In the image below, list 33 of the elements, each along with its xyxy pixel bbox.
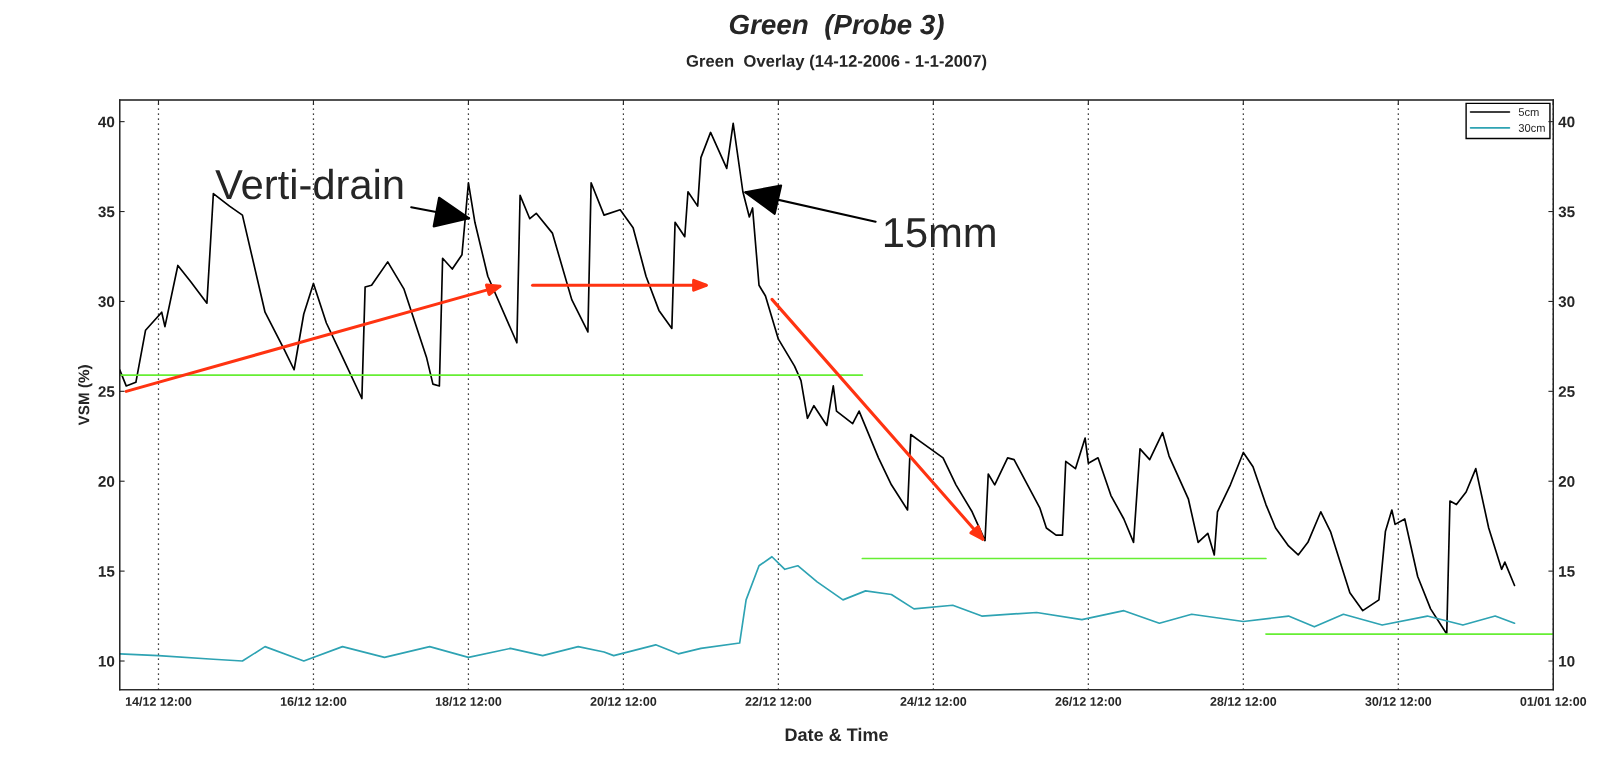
y2-tick-label: 15	[1559, 566, 1575, 577]
y2-tick-label: 25	[1558, 386, 1575, 398]
legend-label: 30cm	[1518, 124, 1545, 132]
chart-subtitle: Green Overlay (14-12-2006 - 1-1-2007)	[686, 54, 987, 71]
y2-tick-label: 20	[1558, 476, 1575, 487]
x-tick-label: 18/12 12:00	[435, 696, 502, 707]
y2-tick-label: 40	[1558, 116, 1575, 128]
x-tick-label: 01/01 12:00	[1520, 696, 1587, 707]
y-tick-label: 40	[98, 116, 115, 128]
x-tick-label: 28/12 12:00	[1210, 696, 1277, 707]
x-tick-label: 14/12 12:00	[125, 696, 192, 707]
legend-label: 5cm	[1518, 108, 1539, 116]
annotation: 15mm	[884, 218, 995, 248]
chart-title: Green (Probe 3)	[729, 13, 944, 40]
y-tick-label: 35	[98, 206, 115, 218]
y-tick-label: 20	[98, 476, 115, 487]
line-series	[119, 555, 1516, 662]
y-axis-title: VSM (%)	[78, 365, 93, 426]
x-tick-label: 26/12 12:00	[1055, 696, 1122, 707]
x-tick-label: 22/12 12:00	[745, 696, 812, 707]
y-tick-label: 30	[98, 296, 115, 308]
y2-tick-label: 30	[1558, 296, 1575, 308]
x-tick-label: 20/12 12:00	[590, 696, 657, 707]
y-tick-label: 10	[98, 655, 115, 667]
y-tick-label: 25	[98, 386, 115, 398]
y-tick-label: 15	[98, 566, 115, 577]
y2-tick-label: 35	[1558, 206, 1575, 218]
x-tick-label: 30/12 12:00	[1365, 696, 1432, 707]
y2-tick-label: 10	[1559, 655, 1575, 667]
x-tick-label: 16/12 12:00	[280, 696, 347, 707]
x-axis-title: Date & Time	[785, 727, 888, 742]
annotation: Verti-drain	[215, 168, 403, 200]
x-tick-label: 24/12 12:00	[900, 696, 967, 707]
